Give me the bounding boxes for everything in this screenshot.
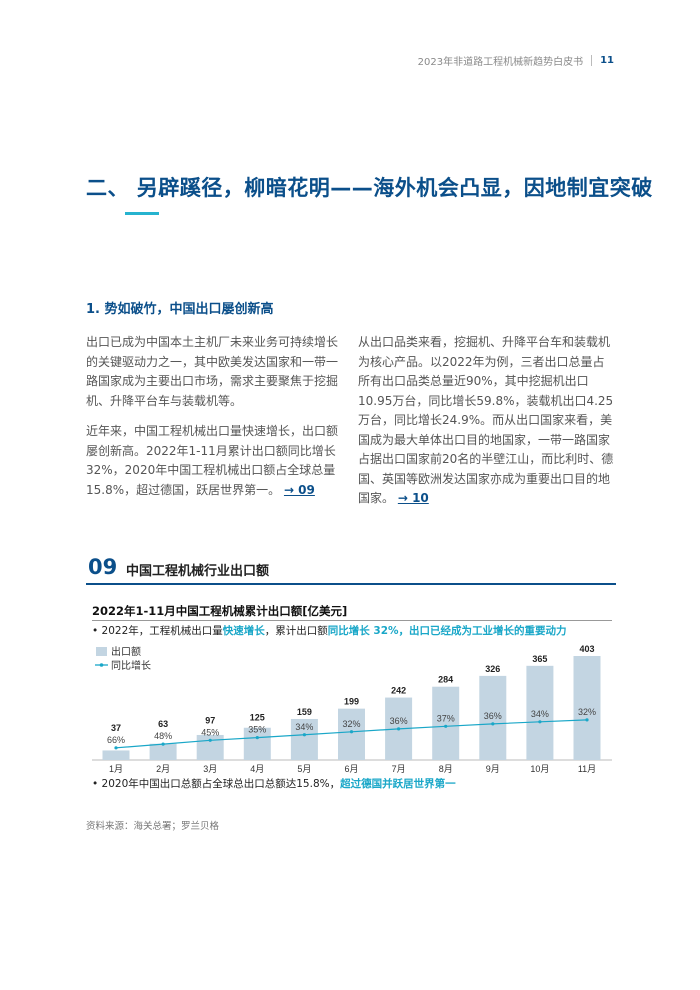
paragraph: 从出口品类来看，挖掘机、升降平台车和装载机为核心产品。以2022年为例，三者出口… <box>358 333 616 509</box>
growth-marker <box>208 738 212 742</box>
chart-rule <box>92 620 612 621</box>
text-column-left: 出口已成为中国本土主机厂未来业务可持续增长的关键驱动力之一，其中欧美发达国家和一… <box>86 333 344 511</box>
bullet-text: • 2020年中国出口总额占全球总出口总额达15.8%， <box>92 778 341 790</box>
bar-value-label: 159 <box>297 707 312 717</box>
growth-marker <box>302 733 306 737</box>
bar-value-label: 97 <box>205 715 215 725</box>
paragraph: 近年来，中国工程机械出口量快速增长，出口额屡创新高。2022年1-11月累计出口… <box>86 422 344 500</box>
figure-number: 09 <box>88 555 118 579</box>
bar-value-label: 242 <box>391 686 406 696</box>
figure-rule <box>86 583 616 585</box>
growth-label: 45% <box>201 727 219 737</box>
x-tick-label: 8月 <box>439 764 453 774</box>
bar <box>290 718 318 760</box>
bar <box>573 656 601 760</box>
x-tick-label: 4月 <box>250 764 264 774</box>
bar <box>243 727 271 760</box>
chart-bullet: • 2020年中国出口总额占全球总出口总额达15.8%，超过德国并跃居世界第一 <box>92 776 456 791</box>
x-tick-label: 1月 <box>109 764 123 774</box>
bar-value-label: 326 <box>485 664 500 674</box>
growth-marker <box>444 724 448 728</box>
bar <box>149 743 177 760</box>
divider <box>591 55 593 66</box>
page-header: 2023年非道路工程机械新趋势白皮书 11 <box>418 53 614 68</box>
bar-value-label: 125 <box>250 713 265 723</box>
growth-marker <box>491 722 495 726</box>
bar-value-label: 199 <box>344 697 359 707</box>
bar-value-label: 365 <box>532 654 547 664</box>
growth-label: 37% <box>437 713 455 723</box>
bar-value-label: 403 <box>579 644 594 654</box>
bar-value-label: 63 <box>158 719 168 729</box>
paragraph-text: 近年来，中国工程机械出口量快速增长，出口额屡创新高。2022年1-11月累计出口… <box>86 424 339 497</box>
x-tick-label: 5月 <box>297 764 311 774</box>
bar-value-label: 284 <box>438 675 453 685</box>
legend-label: 同比增长 <box>111 659 151 672</box>
paragraph: 出口已成为中国本土主机厂未来业务可持续增长的关键驱动力之一，其中欧美发达国家和一… <box>86 335 339 408</box>
x-tick-label: 7月 <box>392 764 406 774</box>
growth-label: 35% <box>248 725 266 735</box>
legend-label: 出口额 <box>111 645 141 658</box>
bar <box>479 675 507 760</box>
title-underline <box>125 212 159 215</box>
growth-marker <box>349 730 354 734</box>
legend-bar-swatch <box>96 647 107 656</box>
x-tick-label: 2月 <box>156 764 170 774</box>
growth-marker <box>161 742 165 746</box>
growth-marker <box>397 727 401 731</box>
growth-label: 48% <box>154 731 172 741</box>
doc-title: 2023年非道路工程机械新趋势白皮书 <box>417 57 584 68</box>
bar <box>102 750 130 760</box>
growth-marker <box>585 718 589 722</box>
growth-label: 36% <box>390 716 408 726</box>
growth-label: 36% <box>484 711 502 721</box>
growth-marker <box>255 736 259 740</box>
paragraph-text: 从出口品类来看，挖掘机、升降平台车和装载机为核心产品。以2022年为例，三者出口… <box>358 335 614 505</box>
legend-line-marker <box>99 663 104 667</box>
x-tick-label: 6月 <box>344 764 358 774</box>
x-tick-label: 11月 <box>578 764 596 774</box>
text-column-right: 从出口品类来看，挖掘机、升降平台车和装载机为核心产品。以2022年为例，三者出口… <box>358 333 616 520</box>
growth-label: 32% <box>342 719 360 729</box>
bullet-highlight: 同比增长 32%，出口已经成为工业增长的重要动力 <box>327 625 567 637</box>
x-tick-label: 9月 <box>486 764 500 774</box>
bullet-text: • 2022年，工程机械出口量 <box>92 625 223 637</box>
bar <box>432 686 460 760</box>
source-note: 资料来源：海关总署；罗兰贝格 <box>86 821 220 832</box>
bar <box>338 708 365 760</box>
figure-link[interactable]: → 10 <box>397 491 429 505</box>
chart-title: 2022年1-11月中国工程机械累计出口额[亿美元] <box>92 604 348 618</box>
bar <box>526 665 554 760</box>
x-tick-label: 3月 <box>203 764 217 774</box>
growth-label: 66% <box>107 735 125 745</box>
growth-label: 32% <box>578 707 596 717</box>
growth-marker <box>114 746 118 750</box>
growth-label: 34% <box>531 709 549 719</box>
bar-value-label: 37 <box>111 723 121 733</box>
x-tick-label: 10月 <box>530 764 549 774</box>
page-number: 11 <box>600 55 614 66</box>
figure-link[interactable]: → 09 <box>283 482 315 497</box>
bullet-highlight: 快速增长 <box>222 625 265 637</box>
bullet-text: ，累计出口额 <box>264 625 328 637</box>
figure-title: 中国工程机械行业出口额 <box>126 564 270 579</box>
chart-bullet: • 2022年，工程机械出口量快速增长，累计出口额同比增长 32%，出口已经成为… <box>92 623 567 638</box>
growth-label: 34% <box>295 722 313 732</box>
section-heading: 1. 势如破竹，中国出口屡创新高 <box>86 302 274 317</box>
chapter-title: 二、 另辟蹊径，柳暗花明——海外机会凸显，因地制宜突破 <box>86 176 653 200</box>
bullet-highlight: 超过德国并跃居世界第一 <box>340 778 456 790</box>
growth-marker <box>538 720 542 724</box>
